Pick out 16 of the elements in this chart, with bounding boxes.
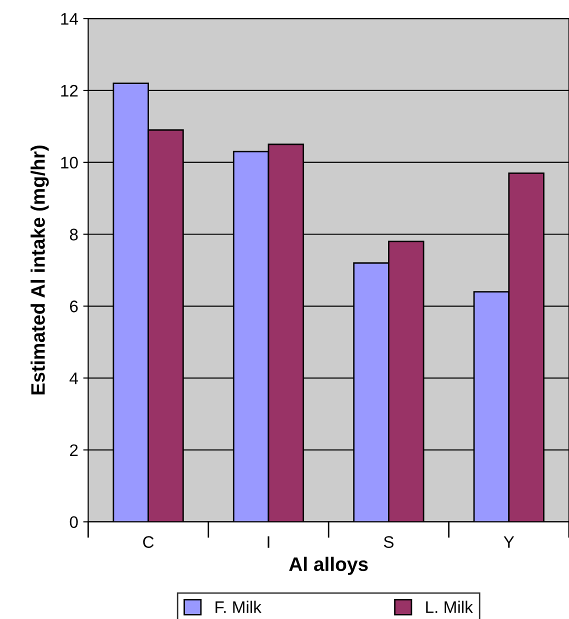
y-tick-label: 12 [61, 84, 78, 96]
legend-label: L. Milk [426, 600, 473, 613]
x-axis-title: Al alloys [289, 556, 368, 575]
x-tick-label: S [384, 536, 394, 548]
y-tick-label: 0 [70, 516, 78, 528]
y-axis-title: Estimated Al intake (mg/hr) [30, 146, 49, 394]
y-tick-label: 6 [70, 300, 78, 312]
y-tick-label: 14 [61, 13, 78, 25]
y-tick-label: 2 [70, 444, 78, 456]
x-tick-label: C [143, 536, 154, 548]
y-tick-label: 10 [61, 156, 78, 169]
y-tick-label: 4 [70, 372, 78, 384]
x-tick-label: Y [504, 536, 514, 548]
y-tick-label: 8 [70, 228, 78, 240]
x-tick-label: I [268, 536, 270, 548]
legend-label: F. Milk [216, 600, 262, 613]
